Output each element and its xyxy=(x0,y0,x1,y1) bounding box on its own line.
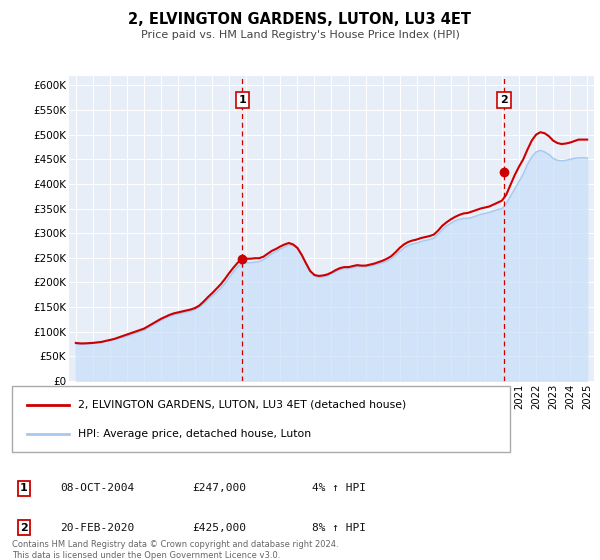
Text: 1: 1 xyxy=(20,483,28,493)
Text: 1: 1 xyxy=(238,95,246,105)
Text: HPI: Average price, detached house, Luton: HPI: Average price, detached house, Luto… xyxy=(78,429,311,439)
Text: This data is licensed under the Open Government Licence v3.0.: This data is licensed under the Open Gov… xyxy=(12,551,280,560)
Text: £247,000: £247,000 xyxy=(192,483,246,493)
Text: 2: 2 xyxy=(20,522,28,533)
Text: 2, ELVINGTON GARDENS, LUTON, LU3 4ET (detached house): 2, ELVINGTON GARDENS, LUTON, LU3 4ET (de… xyxy=(78,400,406,410)
Text: 2: 2 xyxy=(500,95,508,105)
Text: 20-FEB-2020: 20-FEB-2020 xyxy=(60,522,134,533)
Text: 8% ↑ HPI: 8% ↑ HPI xyxy=(312,522,366,533)
Text: Price paid vs. HM Land Registry's House Price Index (HPI): Price paid vs. HM Land Registry's House … xyxy=(140,30,460,40)
Text: 2, ELVINGTON GARDENS, LUTON, LU3 4ET: 2, ELVINGTON GARDENS, LUTON, LU3 4ET xyxy=(128,12,472,27)
Text: Contains HM Land Registry data © Crown copyright and database right 2024.: Contains HM Land Registry data © Crown c… xyxy=(12,540,338,549)
Text: 4% ↑ HPI: 4% ↑ HPI xyxy=(312,483,366,493)
FancyBboxPatch shape xyxy=(12,386,510,452)
Text: £425,000: £425,000 xyxy=(192,522,246,533)
Text: 08-OCT-2004: 08-OCT-2004 xyxy=(60,483,134,493)
